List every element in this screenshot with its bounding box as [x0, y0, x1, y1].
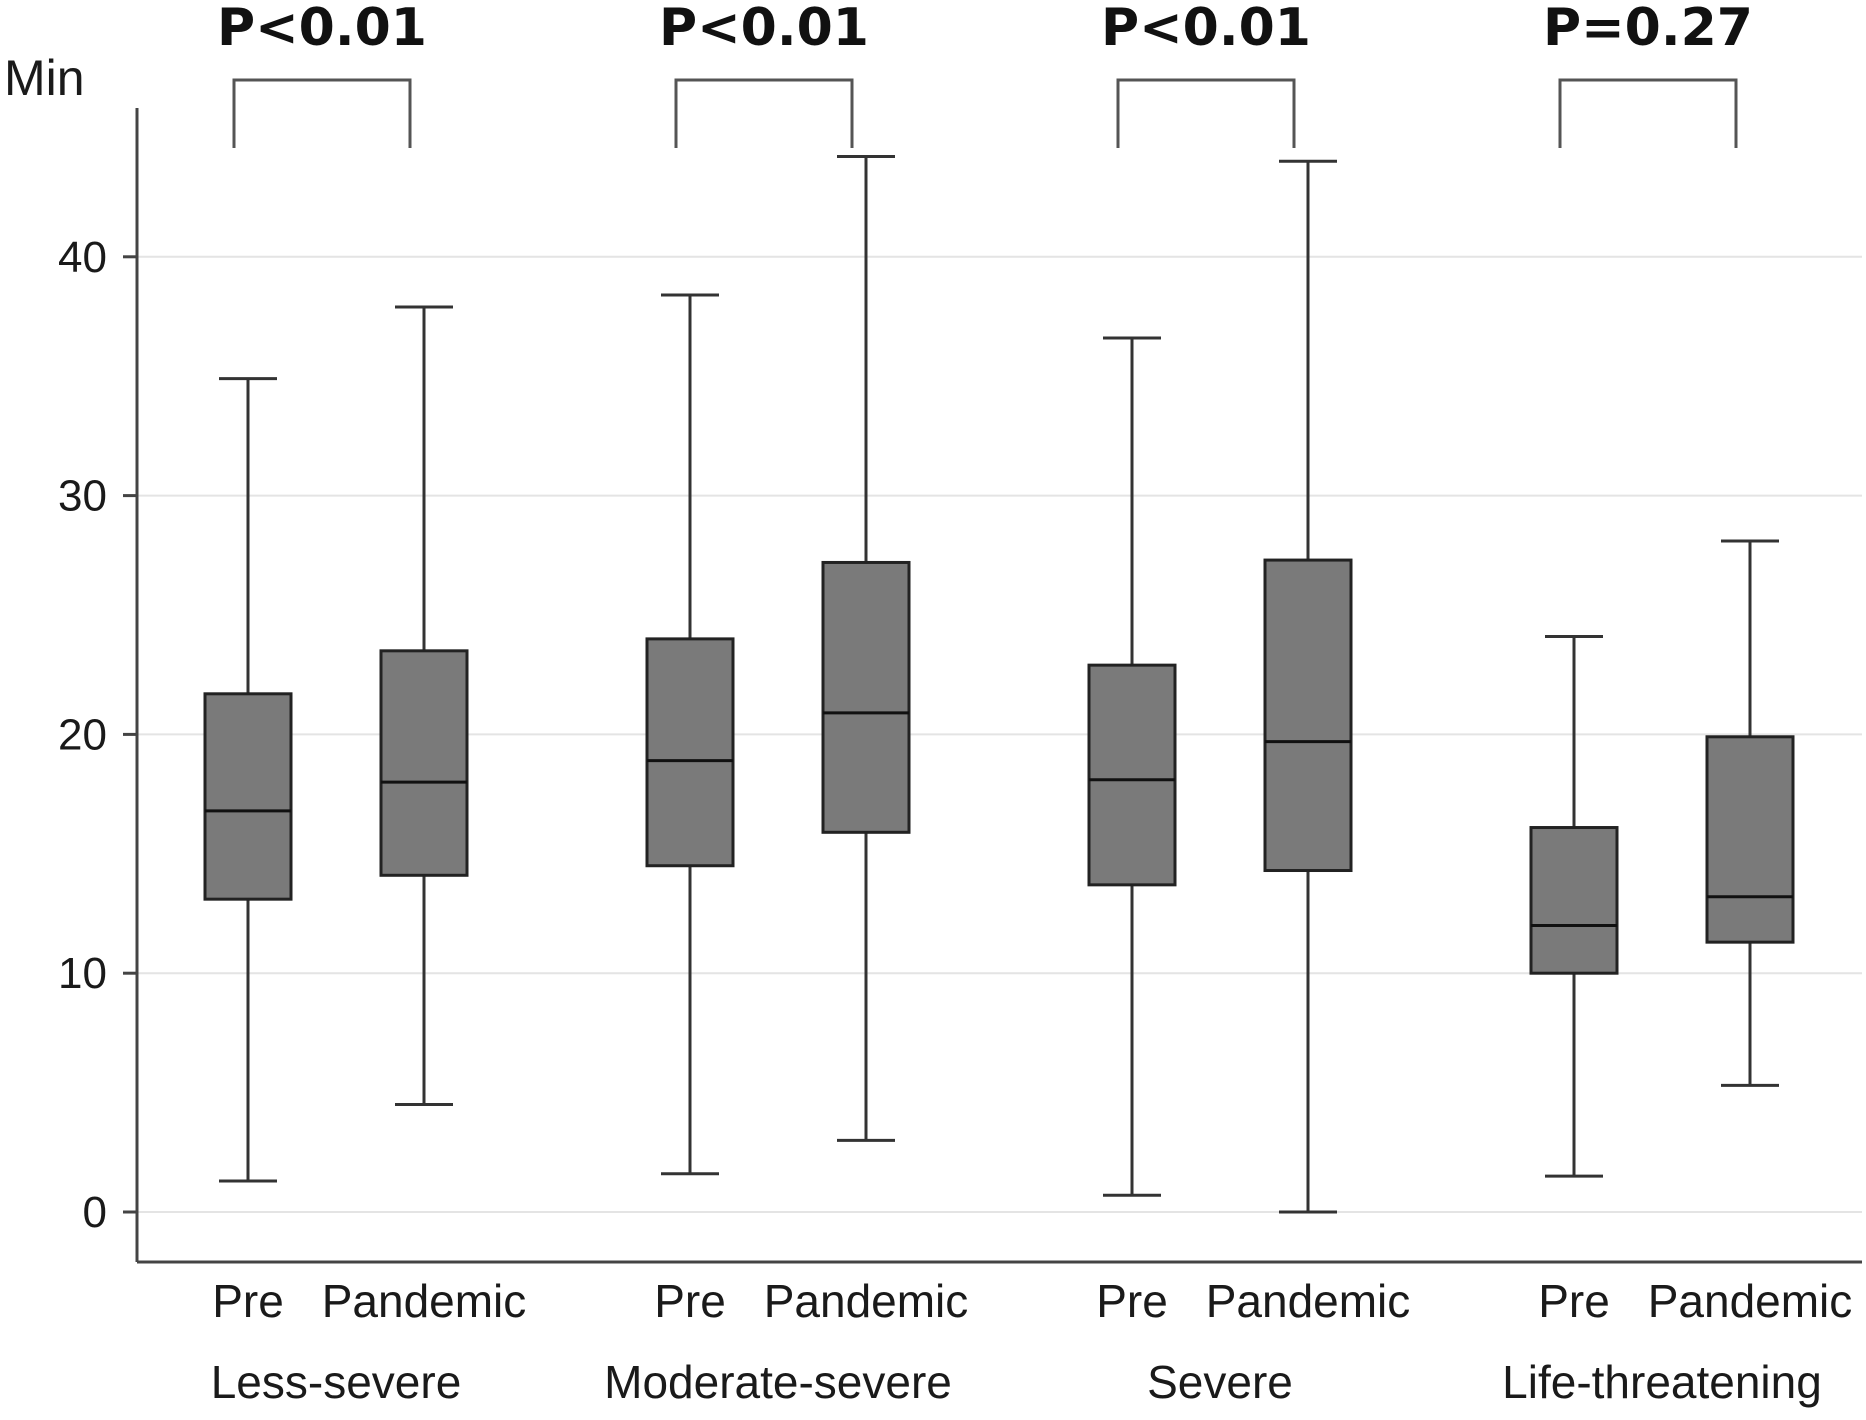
box-iqr [379, 649, 469, 877]
x-tick-label: Pandemic [1206, 1275, 1411, 1327]
box-iqr [1087, 663, 1177, 887]
x-tick-label: Pandemic [1648, 1275, 1853, 1327]
p-value-label: P<0.01 [217, 0, 427, 58]
box-iqr [1529, 826, 1619, 975]
y-tick-label: 30 [58, 472, 107, 521]
x-tick-label: Pre [212, 1275, 284, 1327]
group-label: Severe [1147, 1356, 1293, 1408]
group-label: Moderate-severe [604, 1356, 952, 1408]
y-tick-label: 10 [58, 949, 107, 998]
box-iqr [1705, 735, 1795, 944]
x-tick-label: Pandemic [322, 1275, 527, 1327]
y-tick-label: 40 [58, 233, 107, 282]
box-iqr [203, 692, 293, 901]
x-tick-label: Pre [654, 1275, 726, 1327]
significance-bracket [1558, 78, 1738, 148]
x-tick-label: Pandemic [764, 1275, 969, 1327]
significance-bracket [674, 78, 854, 148]
significance-bracket [1116, 78, 1296, 148]
box-iqr [645, 637, 735, 868]
significance-bracket [232, 78, 412, 148]
box-iqr [1263, 558, 1353, 873]
p-value-label: P<0.01 [1101, 0, 1311, 58]
y-tick-label: 20 [58, 710, 107, 759]
group-label: Less-severe [211, 1356, 462, 1408]
p-value-label: P=0.27 [1543, 0, 1753, 58]
x-tick-label: Pre [1096, 1275, 1168, 1327]
p-value-label: P<0.01 [659, 0, 869, 58]
x-tick-label: Pre [1538, 1275, 1610, 1327]
y-tick-label: 0 [83, 1188, 107, 1237]
group-label: Life-threatening [1502, 1356, 1822, 1408]
y-axis-title: Min [4, 50, 85, 106]
box-iqr [821, 560, 911, 834]
